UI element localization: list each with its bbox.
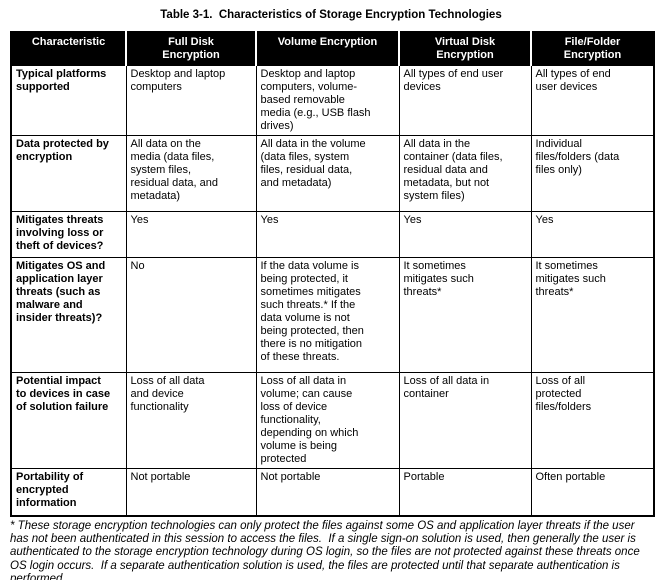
table-cell: Not portable (125, 468, 257, 516)
table-cell: It sometimes mitigates such threats* (530, 257, 655, 373)
table-cell: All data in the volume (data files, syst… (255, 135, 400, 212)
table-cell: Desktop and laptop computers (125, 65, 257, 136)
row-characteristic: Typical platforms supported (10, 65, 127, 136)
column-header-characteristic: Characteristic (10, 31, 127, 66)
table-cell: Often portable (530, 468, 655, 516)
table-cell: All data on the media (data files, syste… (125, 135, 257, 212)
table-row-mitigates-loss-theft: Mitigates threats involving loss or thef… (10, 211, 655, 258)
table-cell: Yes (125, 211, 257, 258)
table-title: Table 3-1. Characteristics of Storage En… (160, 9, 502, 21)
column-header-virtual-disk-encryption: Virtual Disk Encryption (398, 31, 532, 66)
table-footnote: * These storage encryption technologies … (10, 519, 643, 580)
row-characteristic: Mitigates threats involving loss or thef… (10, 211, 127, 258)
column-header-full-disk-encryption: Full Disk Encryption (125, 31, 257, 66)
table-cell: Yes (530, 211, 655, 258)
storage-encryption-table: Characteristic Full Disk Encryption Volu… (10, 31, 655, 517)
table-cell: All data in the container (data files, r… (398, 135, 532, 212)
table-cell: Yes (255, 211, 400, 258)
table-row-data-protected: Data protected by encryption All data on… (10, 135, 655, 212)
column-header-file-folder-encryption: File/Folder Encryption (530, 31, 655, 66)
table-cell: All types of end user devices (530, 65, 655, 136)
table-cell: Loss of all data in volume; can cause lo… (255, 372, 400, 469)
table-cell: Loss of all protected files/folders (530, 372, 655, 469)
table-row-portability: Portability of encrypted information Not… (10, 468, 655, 516)
row-characteristic: Mitigates OS and application layer threa… (10, 257, 127, 373)
row-characteristic: Potential impact to devices in case of s… (10, 372, 127, 469)
table-cell: Individual files/folders (data files onl… (530, 135, 655, 212)
table-cell: It sometimes mitigates such threats* (398, 257, 532, 373)
row-characteristic: Data protected by encryption (10, 135, 127, 212)
row-characteristic: Portability of encrypted information (10, 468, 127, 516)
table-cell: Loss of all data and device functionalit… (125, 372, 257, 469)
table-cell: Yes (398, 211, 532, 258)
table-cell: Not portable (255, 468, 400, 516)
table-row-typical-platforms: Typical platforms supported Desktop and … (10, 65, 655, 136)
table-header-row: Characteristic Full Disk Encryption Volu… (10, 31, 655, 66)
table-cell: No (125, 257, 257, 373)
table-cell: If the data volume is being protected, i… (255, 257, 400, 373)
table-cell: Portable (398, 468, 532, 516)
table-row-potential-impact: Potential impact to devices in case of s… (10, 372, 655, 469)
column-header-volume-encryption: Volume Encryption (255, 31, 400, 66)
table-row-mitigates-os-threats: Mitigates OS and application layer threa… (10, 257, 655, 373)
table-cell: All types of end user devices (398, 65, 532, 136)
table-cell: Loss of all data in container (398, 372, 532, 469)
table-cell: Desktop and laptop computers, volume-bas… (255, 65, 400, 136)
